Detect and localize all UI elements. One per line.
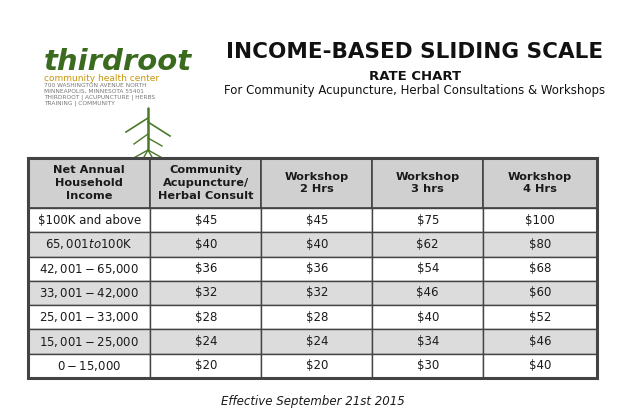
Text: $100: $100 bbox=[525, 214, 555, 227]
Bar bbox=[372, 354, 483, 378]
Text: MINNEAPOLIS, MINNESOTA 55401: MINNEAPOLIS, MINNESOTA 55401 bbox=[44, 89, 144, 94]
Text: $65,001 to $100K: $65,001 to $100K bbox=[46, 238, 133, 251]
Bar bbox=[372, 257, 483, 281]
Text: Net Annual
Household
Income: Net Annual Household Income bbox=[53, 165, 125, 201]
Text: $40: $40 bbox=[529, 359, 551, 372]
Bar bbox=[28, 329, 151, 354]
Text: $68: $68 bbox=[529, 262, 551, 275]
Bar bbox=[261, 257, 372, 281]
Text: $75: $75 bbox=[416, 214, 439, 227]
Bar bbox=[261, 232, 372, 257]
Text: $33,001 - $42,000: $33,001 - $42,000 bbox=[39, 286, 139, 300]
Text: Community
Acupuncture/
Herbal Consult: Community Acupuncture/ Herbal Consult bbox=[158, 165, 254, 201]
Bar bbox=[483, 208, 597, 232]
Bar bbox=[372, 281, 483, 305]
Text: $40: $40 bbox=[306, 238, 328, 251]
Text: $36: $36 bbox=[194, 262, 217, 275]
Text: $24: $24 bbox=[306, 335, 328, 348]
Bar bbox=[28, 354, 151, 378]
Bar bbox=[372, 158, 483, 208]
Text: $60: $60 bbox=[529, 287, 551, 300]
Bar bbox=[483, 232, 597, 257]
Text: $40: $40 bbox=[194, 238, 217, 251]
Text: $32: $32 bbox=[194, 287, 217, 300]
Text: $54: $54 bbox=[416, 262, 439, 275]
Bar bbox=[483, 257, 597, 281]
Bar bbox=[261, 208, 372, 232]
Text: $45: $45 bbox=[194, 214, 217, 227]
Text: $80: $80 bbox=[529, 238, 551, 251]
Text: Effective September 21st 2015: Effective September 21st 2015 bbox=[221, 395, 404, 408]
Text: $34: $34 bbox=[416, 335, 439, 348]
Text: $45: $45 bbox=[306, 214, 328, 227]
Text: $32: $32 bbox=[306, 287, 328, 300]
Bar bbox=[372, 329, 483, 354]
Text: $28: $28 bbox=[194, 311, 217, 324]
Text: $20: $20 bbox=[194, 359, 217, 372]
Text: $30: $30 bbox=[417, 359, 439, 372]
Bar bbox=[151, 329, 261, 354]
Bar bbox=[483, 329, 597, 354]
Text: $42,001 - $65,000: $42,001 - $65,000 bbox=[39, 262, 139, 276]
Bar bbox=[372, 208, 483, 232]
Bar bbox=[28, 232, 151, 257]
Text: thirdroot: thirdroot bbox=[44, 48, 192, 76]
Bar bbox=[151, 208, 261, 232]
Text: $46: $46 bbox=[529, 335, 551, 348]
Bar bbox=[372, 232, 483, 257]
Text: $0 - $15,000: $0 - $15,000 bbox=[57, 359, 121, 373]
Text: TRAINING | COMMUNITY: TRAINING | COMMUNITY bbox=[44, 101, 115, 106]
Text: $62: $62 bbox=[416, 238, 439, 251]
Text: $36: $36 bbox=[306, 262, 328, 275]
Text: $25,001 - $33,000: $25,001 - $33,000 bbox=[39, 310, 139, 324]
Text: $24: $24 bbox=[194, 335, 217, 348]
Text: $28: $28 bbox=[306, 311, 328, 324]
Bar bbox=[151, 158, 261, 208]
Text: RATE CHART: RATE CHART bbox=[369, 70, 461, 83]
Text: Workshop
4 Hrs: Workshop 4 Hrs bbox=[508, 171, 572, 194]
Bar bbox=[483, 305, 597, 329]
Bar bbox=[151, 257, 261, 281]
Bar bbox=[151, 354, 261, 378]
Bar bbox=[261, 305, 372, 329]
Bar bbox=[483, 158, 597, 208]
Bar bbox=[28, 208, 151, 232]
Bar bbox=[151, 305, 261, 329]
Bar bbox=[372, 305, 483, 329]
Bar bbox=[28, 257, 151, 281]
Bar bbox=[483, 354, 597, 378]
Text: community health center: community health center bbox=[44, 74, 159, 83]
Bar bbox=[483, 281, 597, 305]
Bar bbox=[28, 158, 151, 208]
Text: $20: $20 bbox=[306, 359, 328, 372]
Text: $52: $52 bbox=[529, 311, 551, 324]
Bar bbox=[261, 281, 372, 305]
Bar bbox=[261, 158, 372, 208]
Bar bbox=[28, 305, 151, 329]
Text: INCOME-BASED SLIDING SCALE: INCOME-BASED SLIDING SCALE bbox=[226, 42, 604, 62]
Bar bbox=[28, 158, 597, 378]
Bar bbox=[261, 354, 372, 378]
Text: $100K and above: $100K and above bbox=[38, 214, 141, 227]
Text: For Community Acupuncture, Herbal Consultations & Workshops: For Community Acupuncture, Herbal Consul… bbox=[224, 84, 606, 97]
Text: $15,001 - $25,000: $15,001 - $25,000 bbox=[39, 334, 139, 349]
Text: THIRDROOT | ACUPUNCTURE | HERBS: THIRDROOT | ACUPUNCTURE | HERBS bbox=[44, 95, 155, 101]
Text: 700 WASHINGTON AVENUE NORTH: 700 WASHINGTON AVENUE NORTH bbox=[44, 83, 146, 88]
Text: Workshop
3 hrs: Workshop 3 hrs bbox=[396, 171, 460, 194]
Bar bbox=[261, 329, 372, 354]
Bar bbox=[28, 281, 151, 305]
Bar bbox=[151, 281, 261, 305]
Text: Workshop
2 Hrs: Workshop 2 Hrs bbox=[284, 171, 349, 194]
Bar bbox=[151, 232, 261, 257]
Text: $40: $40 bbox=[416, 311, 439, 324]
Text: $46: $46 bbox=[416, 287, 439, 300]
